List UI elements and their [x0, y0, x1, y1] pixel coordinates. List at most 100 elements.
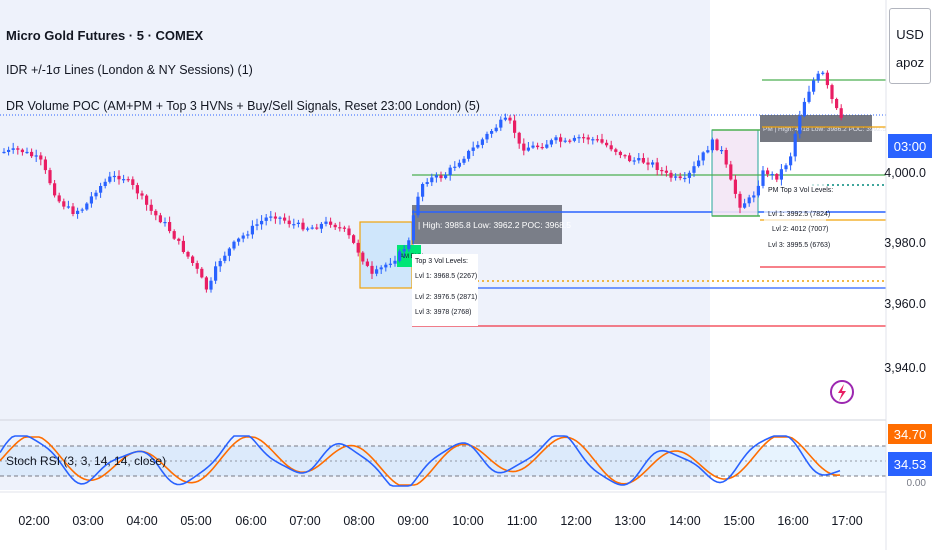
time-tick: 13:00 [614, 514, 646, 528]
candle-body [651, 162, 655, 165]
candle-body [494, 127, 498, 132]
candle-body [135, 185, 139, 194]
candle-body [453, 166, 457, 168]
time-tick: 06:00 [235, 514, 267, 528]
candle-body [618, 151, 622, 156]
candle-body [292, 224, 296, 226]
candle-body [531, 145, 535, 148]
candle-body [287, 220, 291, 225]
candlestick-series [2, 70, 843, 293]
candle-body [526, 147, 530, 151]
candle-body [490, 131, 494, 134]
candle-body [278, 217, 282, 219]
candle-body [393, 260, 397, 264]
candle-body [103, 181, 107, 186]
candle-body [802, 101, 806, 117]
candle-body [655, 162, 659, 170]
candle-body [467, 150, 471, 159]
pm-levels-title: PM Top 3 Vol Levels: [768, 187, 834, 194]
candle-body [706, 150, 710, 153]
candle-body [158, 215, 162, 223]
pm-levels-panel [764, 182, 826, 254]
pm-info-text: PM | High: 4018 Low: 3986.2 POC: 3992.5 [763, 126, 886, 133]
candle-body [687, 172, 691, 178]
candle-body [227, 248, 231, 256]
chart-title[interactable]: Micro Gold Futures · 5 · COMEX [6, 28, 204, 43]
pm-dr-box [711, 129, 759, 217]
candle-body [66, 206, 70, 208]
candle-body [333, 224, 337, 228]
indicator-dr-poc-label[interactable]: DR Volume POC (AM+PM + Top 3 HVNs + Buy/… [6, 99, 480, 113]
candle-body [411, 215, 415, 241]
candle-body [747, 197, 751, 204]
candle-body [595, 139, 599, 141]
candle-body [204, 277, 208, 290]
time-tick: 12:00 [560, 514, 592, 528]
candle-body [839, 108, 843, 118]
session-background [0, 0, 710, 490]
candle-body [485, 133, 489, 140]
candle-body [540, 147, 544, 149]
candle-body [218, 261, 222, 267]
price-tick-3980: 3,980.0 [884, 236, 926, 250]
stoch-scale-cut-label: 0.00 [906, 478, 926, 488]
candle-body [674, 176, 678, 178]
indicator-idr-label[interactable]: IDR +/-1σ Lines (London & NY Sessions) (… [6, 63, 253, 77]
candle-body [20, 149, 24, 153]
candle-body [85, 203, 89, 210]
candle-body [720, 150, 724, 152]
am-buy-signal-label: AM BUY [400, 254, 423, 260]
time-tick: 11:00 [506, 514, 538, 528]
indicator-stoch-rsi-label[interactable]: Stoch RSI (3, 3, 14, 14, close) [6, 454, 167, 468]
candle-body [172, 231, 176, 239]
candle-body [770, 174, 774, 176]
candle-body [582, 137, 586, 139]
candle-body [425, 182, 429, 184]
candle-body [76, 210, 80, 214]
candle-body [39, 155, 43, 160]
candle-body [430, 177, 434, 183]
lightning-bolt-icon[interactable] [830, 380, 854, 404]
candle-body [356, 242, 360, 253]
candle-body [241, 235, 245, 239]
candle-body [329, 221, 333, 225]
time-tick: 02:00 [18, 514, 50, 528]
candle-body [80, 209, 84, 211]
currency-alt-label: apoz [895, 55, 925, 70]
candle-body [62, 201, 66, 207]
candle-body [743, 203, 747, 208]
candle-body [338, 227, 342, 229]
candle-body [379, 267, 383, 270]
candle-body [126, 179, 130, 181]
stoch-k-line [0, 435, 841, 487]
candle-body [11, 148, 15, 150]
candle-body [89, 196, 93, 204]
candle-body [457, 162, 461, 167]
candle-body [342, 227, 346, 229]
candle-body [296, 222, 300, 224]
candle-body [186, 252, 190, 257]
candle-body [122, 179, 126, 181]
candle-body [181, 240, 185, 252]
candle-body [586, 137, 590, 140]
currency-selector[interactable]: USD apoz [889, 8, 931, 84]
candle-body [306, 228, 310, 230]
candle-body [16, 148, 20, 150]
time-tick: 14:00 [669, 514, 701, 528]
candle-body [30, 151, 34, 157]
candle-body [324, 221, 328, 224]
candle-body [807, 91, 811, 102]
candle-body [775, 174, 779, 180]
candle-body [439, 175, 443, 179]
candle-body [563, 140, 567, 142]
time-tick: 17:00 [831, 514, 863, 528]
candle-body [48, 170, 52, 184]
candle-body [678, 176, 682, 179]
candle-body [260, 220, 264, 225]
candle-body [549, 140, 553, 145]
candle-body [697, 160, 701, 167]
candle-body [310, 227, 314, 229]
candle-body [701, 152, 705, 161]
candle-body [145, 195, 149, 205]
